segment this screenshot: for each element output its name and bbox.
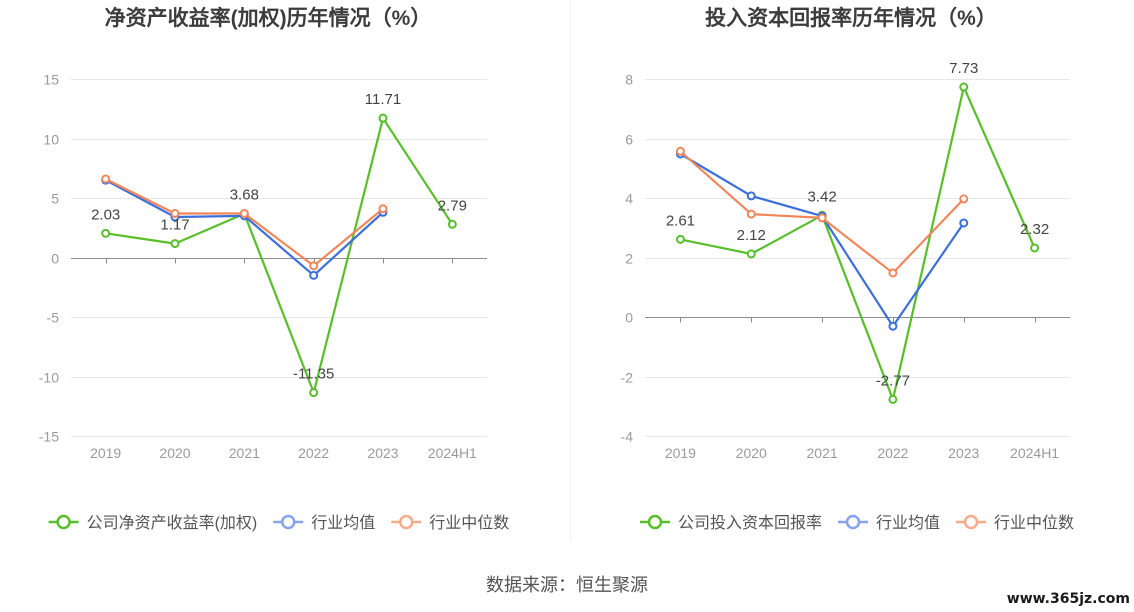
y-tick-label: -5 (47, 310, 60, 326)
y-tick-label: -10 (39, 370, 59, 386)
data-point (239, 208, 249, 218)
legend-item[interactable]: 公司投入资本回报率 (640, 514, 822, 532)
x-tick-label: 2020 (159, 445, 190, 461)
series-industry-median (101, 174, 388, 271)
series-company (101, 113, 457, 398)
x-tick-label: 2019 (665, 445, 696, 461)
data-point (959, 218, 969, 228)
legend-label: 行业中位数 (429, 514, 509, 532)
y-tick-label: -4 (621, 429, 634, 445)
data-point (101, 174, 111, 184)
legend-item[interactable]: 行业中位数 (956, 514, 1074, 532)
legend-label: 行业均值 (311, 514, 375, 532)
chart-1: 净资产收益率(加权)历年情况（%） 15 10 5 0 -5 -10 -15 2019 2020 2… (39, 6, 510, 532)
legend-label: 行业中位数 (994, 514, 1074, 532)
y-tick-label: -2 (621, 370, 634, 386)
data-point (309, 270, 319, 280)
legend-marker-icon (281, 514, 296, 530)
data-point (746, 191, 756, 201)
y-tick-label: 2 (625, 251, 633, 267)
data-point (675, 146, 685, 156)
data-label: 2.03 (91, 206, 120, 223)
data-point (959, 194, 969, 204)
legend-item[interactable]: 行业中位数 (391, 514, 509, 532)
legend: 公司投入资本回报率 行业均值 行业中位数 (640, 514, 1074, 532)
legend-item[interactable]: 公司净资产收益率(加权) (48, 514, 258, 532)
data-point (101, 228, 111, 238)
data-point (888, 268, 898, 278)
legend-marker-icon (647, 514, 663, 530)
data-point (817, 213, 827, 223)
legend-marker-icon (399, 514, 414, 530)
y-tick-label: 0 (625, 310, 633, 326)
data-source-footer: 数据来源：恒生聚源 (486, 575, 648, 595)
y-tick-label: 0 (51, 251, 59, 267)
x-tick-label: 2021 (807, 445, 838, 461)
y-tick-label: 5 (51, 191, 59, 207)
y-tick-label: 15 (43, 72, 59, 88)
data-point (888, 321, 898, 331)
data-point (888, 394, 898, 404)
chart-title: 投入资本回报率历年情况（%） (705, 6, 997, 30)
data-label: 2.61 (666, 212, 695, 229)
data-label: 11.71 (365, 91, 401, 108)
y-tick-label: 8 (625, 72, 633, 88)
data-label: -11.35 (293, 366, 334, 383)
legend-label: 公司投入资本回报率 (678, 514, 822, 532)
legend: 公司净资产收益率(加权) 行业均值 行业中位数 (48, 514, 509, 532)
series-line (105, 117, 454, 394)
series-industry-median (675, 146, 969, 278)
data-point (746, 249, 756, 259)
x-tick-label: 2019 (90, 445, 121, 461)
legend-marker-icon (56, 514, 71, 530)
data-point (746, 209, 756, 219)
x-tick-label: 2021 (229, 445, 260, 461)
x-tick-label: 2023 (367, 445, 398, 461)
data-label: 1.17 (160, 217, 189, 234)
data-point (170, 239, 180, 249)
legend-marker-icon (845, 514, 861, 530)
legend-label: 行业均值 (876, 514, 940, 532)
data-point (959, 82, 969, 92)
y-tick-label: 6 (625, 132, 633, 148)
data-point (675, 234, 685, 244)
x-tick-label: 2024H1 (1010, 445, 1059, 461)
data-point (309, 388, 319, 398)
data-label: 3.68 (230, 187, 259, 204)
data-point (170, 208, 180, 218)
data-label: -2.77 (876, 372, 910, 389)
y-tick-label: -15 (39, 429, 59, 445)
series-company (675, 82, 1040, 404)
x-tick-label: 2022 (298, 445, 329, 461)
data-point (309, 261, 319, 271)
legend-label: 公司净资产收益率(加权) (87, 514, 258, 532)
data-label: 7.73 (949, 60, 978, 77)
x-tick-label: 2022 (877, 445, 908, 461)
watermark: www.365jz.com (1006, 591, 1130, 607)
series-line (680, 85, 1036, 401)
data-label: 2.32 (1020, 221, 1049, 238)
legend-item[interactable]: 行业均值 (273, 514, 375, 532)
data-point (378, 113, 388, 123)
y-tick-label: 4 (625, 191, 633, 207)
data-point (1030, 243, 1040, 253)
chart-title: 净资产收益率(加权)历年情况（%） (105, 6, 432, 30)
data-label: 2.79 (438, 197, 467, 214)
x-tick-label: 2024H1 (428, 445, 477, 461)
series-line (679, 153, 965, 328)
data-label: 3.42 (807, 188, 836, 205)
legend-item[interactable]: 行业均值 (838, 514, 940, 532)
y-tick-label: 10 (43, 132, 59, 148)
data-point (378, 204, 388, 214)
x-tick-label: 2020 (736, 445, 767, 461)
x-tick-label: 2023 (948, 445, 979, 461)
legend-marker-icon (963, 514, 979, 530)
data-label: 2.12 (737, 227, 766, 244)
data-point (447, 219, 457, 229)
chart-2: 投入资本回报率历年情况（%） 8 6 4 2 0 -2 -4 2019 2020 2021 2022 2… (621, 6, 1075, 532)
